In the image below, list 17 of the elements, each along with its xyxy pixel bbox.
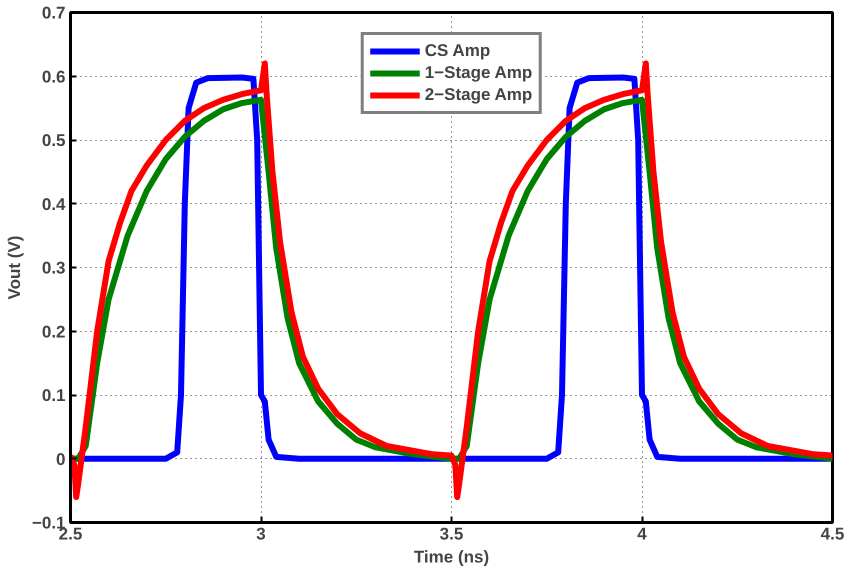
legend-label: CS Amp — [424, 41, 490, 61]
y-tick-label: 0.5 — [42, 131, 66, 150]
y-tick-label: 0.7 — [42, 4, 66, 22]
x-axis-title: Time (ns) — [414, 548, 490, 566]
x-tick-label: 3 — [256, 524, 266, 544]
x-tick-label: 4 — [637, 524, 648, 544]
y-tick-label: 0.6 — [42, 67, 66, 86]
y-tick-label: 0 — [56, 450, 66, 469]
legend-label: 2−Stage Amp — [424, 85, 532, 105]
y-tick-label: 0.4 — [42, 194, 66, 214]
legend-label: 1−Stage Amp — [424, 63, 532, 83]
x-tick-label: 3.5 — [440, 524, 464, 544]
y-tick-label: 0.3 — [42, 258, 66, 278]
y-tick-label: 0.1 — [42, 386, 66, 405]
x-tick-label: 4.5 — [820, 524, 844, 544]
y-axis-title: Vout (V) — [4, 236, 24, 300]
y-tick-label: 0.2 — [42, 322, 66, 342]
